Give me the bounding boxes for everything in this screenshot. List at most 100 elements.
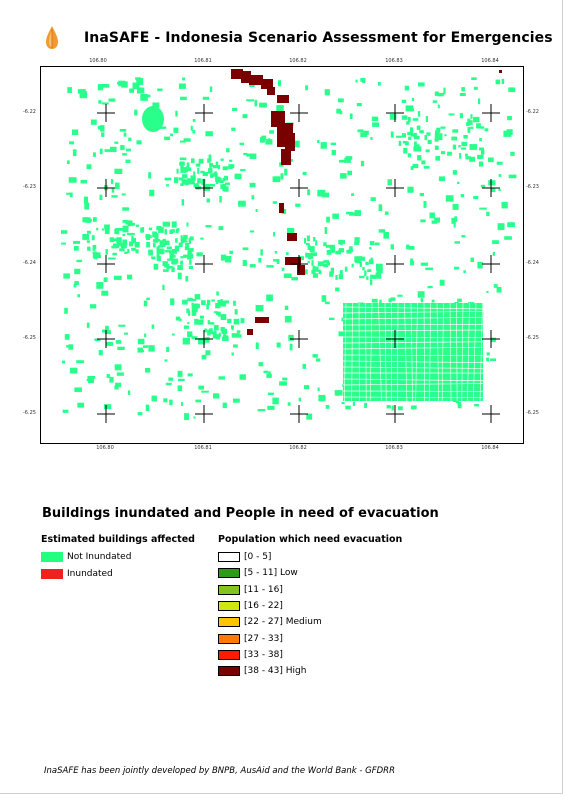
building xyxy=(177,378,185,382)
building xyxy=(104,330,111,335)
building xyxy=(315,240,318,246)
building xyxy=(176,228,180,232)
building xyxy=(255,305,264,312)
building xyxy=(346,343,351,347)
building xyxy=(111,195,118,198)
building xyxy=(186,167,192,172)
building xyxy=(177,265,183,270)
building xyxy=(427,139,432,144)
building xyxy=(304,238,306,244)
building xyxy=(272,201,278,204)
x-tick-top: 106.82 xyxy=(289,58,307,64)
building xyxy=(162,238,167,243)
building xyxy=(465,153,468,157)
building xyxy=(192,130,196,134)
building xyxy=(417,155,422,161)
building xyxy=(369,390,375,394)
building xyxy=(197,178,201,184)
building xyxy=(86,379,93,382)
building xyxy=(467,120,473,125)
building xyxy=(207,299,211,306)
building xyxy=(169,253,174,260)
building xyxy=(226,148,230,153)
building xyxy=(493,284,498,288)
building xyxy=(284,315,292,323)
building xyxy=(470,257,474,262)
building xyxy=(310,252,317,257)
building xyxy=(340,239,343,245)
building xyxy=(168,250,172,254)
building xyxy=(151,324,155,329)
building xyxy=(411,97,415,101)
building xyxy=(143,345,149,348)
building xyxy=(220,158,224,161)
building xyxy=(463,270,466,274)
building xyxy=(375,272,382,279)
building xyxy=(191,304,197,309)
building xyxy=(298,256,304,261)
building xyxy=(189,259,192,265)
legend-swatch xyxy=(218,600,240,611)
building xyxy=(409,370,412,374)
building xyxy=(278,80,281,87)
building xyxy=(401,99,407,104)
building xyxy=(64,307,68,314)
building xyxy=(182,337,190,345)
building xyxy=(164,263,167,268)
building xyxy=(193,171,196,176)
building xyxy=(267,392,274,395)
building xyxy=(276,342,281,348)
building xyxy=(205,336,210,343)
building xyxy=(490,187,496,192)
building xyxy=(183,138,191,142)
building xyxy=(425,149,430,153)
building xyxy=(101,102,109,105)
building xyxy=(179,318,182,322)
building xyxy=(220,327,225,332)
building xyxy=(108,98,116,102)
inundated-building xyxy=(247,329,253,335)
building xyxy=(83,196,88,204)
building xyxy=(342,239,345,244)
legend-swatch xyxy=(218,649,240,660)
building xyxy=(96,227,99,231)
building xyxy=(172,249,177,254)
building xyxy=(96,252,101,256)
y-tick-right: -6.23 xyxy=(526,184,539,190)
building xyxy=(326,250,332,255)
building xyxy=(507,116,512,121)
building xyxy=(349,212,356,216)
building xyxy=(160,248,164,255)
grid-crosses xyxy=(97,104,500,423)
building xyxy=(113,238,119,242)
legend-label: [33 - 38] xyxy=(244,649,283,660)
building xyxy=(234,173,242,180)
legend-label: [22 - 27] Medium xyxy=(244,617,322,628)
building xyxy=(142,227,145,233)
building xyxy=(105,249,108,255)
map-frame[interactable] xyxy=(40,66,524,444)
building xyxy=(165,382,172,386)
building xyxy=(198,385,204,390)
building xyxy=(111,188,115,193)
building xyxy=(312,267,318,271)
building xyxy=(461,141,468,147)
building xyxy=(360,160,365,167)
building xyxy=(390,244,394,250)
building xyxy=(69,192,73,198)
building xyxy=(488,180,496,186)
legend-label: [11 - 16] xyxy=(244,584,283,595)
building xyxy=(452,203,459,210)
building xyxy=(365,261,369,265)
inundated-building xyxy=(281,149,291,165)
building xyxy=(121,242,127,249)
building xyxy=(480,126,485,129)
building xyxy=(105,341,114,346)
building xyxy=(156,250,161,254)
building xyxy=(69,367,78,374)
building xyxy=(412,163,419,169)
building xyxy=(384,211,389,215)
building xyxy=(501,78,505,84)
building xyxy=(302,269,308,275)
building xyxy=(324,227,328,234)
